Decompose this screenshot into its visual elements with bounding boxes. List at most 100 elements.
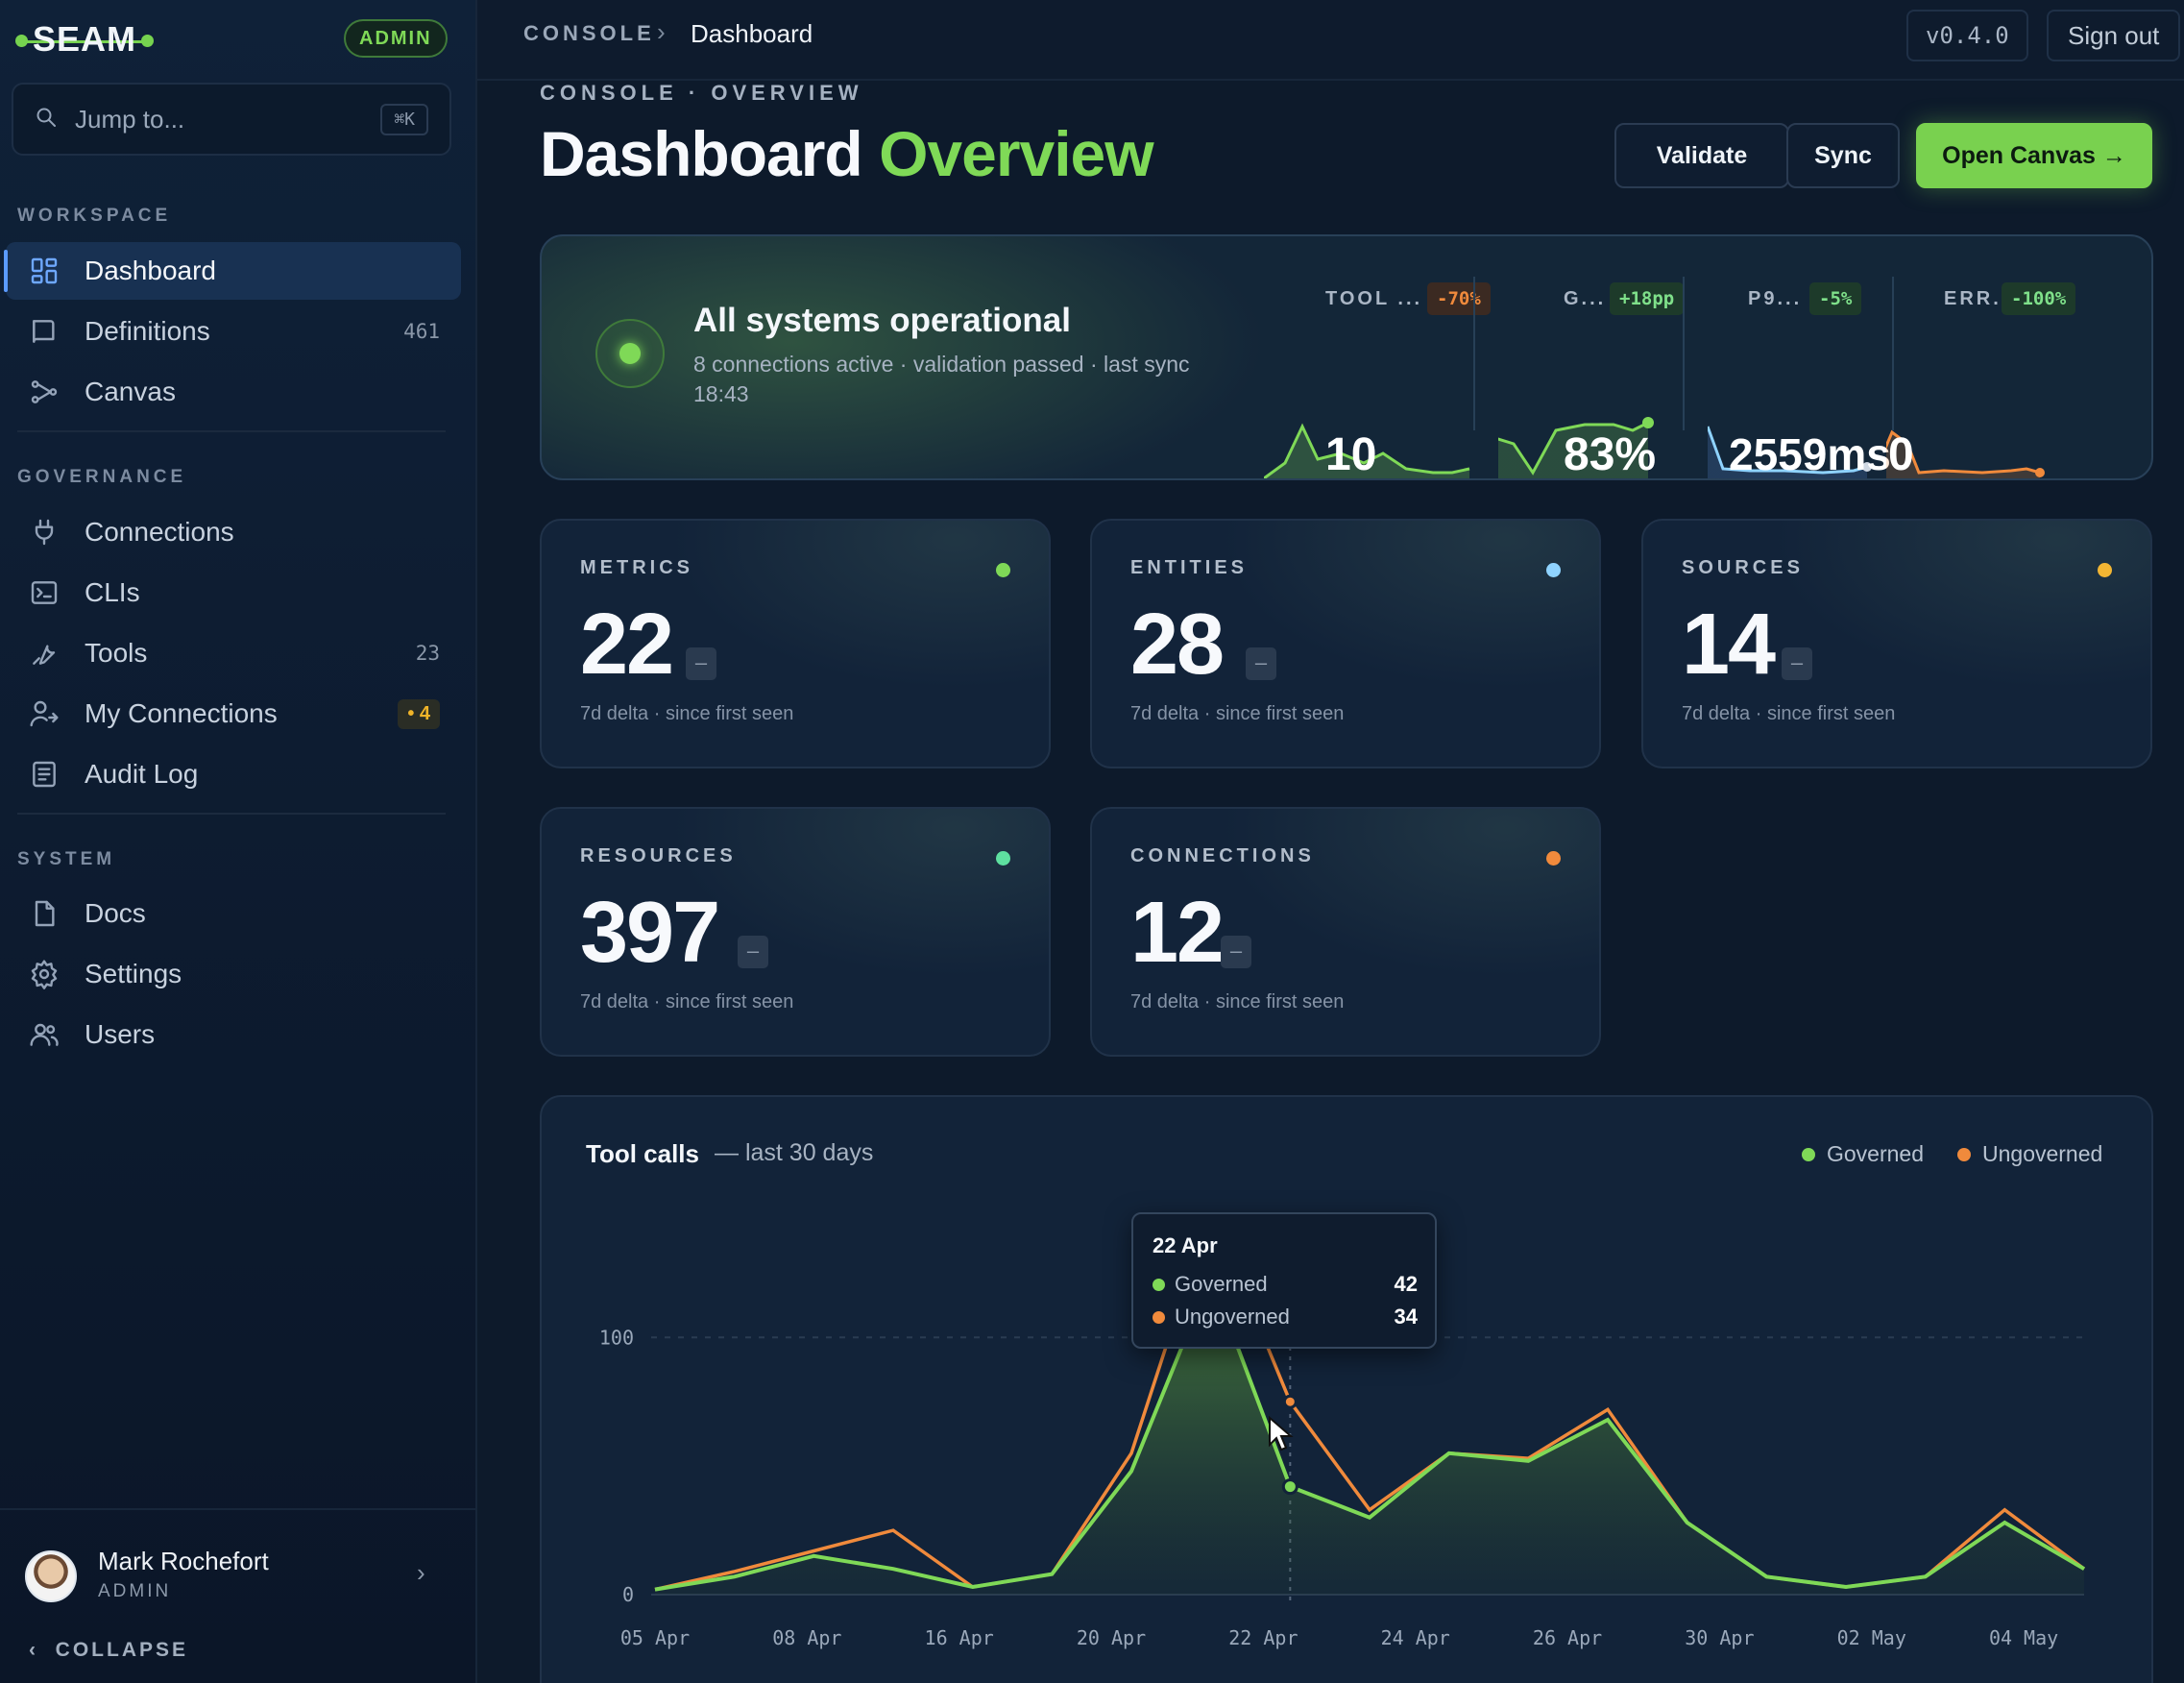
user-menu[interactable]: Mark Rochefort ADMIN › bbox=[0, 1508, 475, 1614]
chevron-left-icon: ‹ bbox=[29, 1639, 38, 1661]
kpi-divider bbox=[1473, 277, 1475, 430]
card-delta: – bbox=[1246, 647, 1276, 680]
card-value: 397 bbox=[580, 885, 720, 981]
section-label-governance: GOVERNANCE bbox=[17, 467, 187, 487]
metric-card-metrics[interactable]: METRICS 22 – 7d delta · since first seen bbox=[540, 519, 1051, 768]
sidebar-item-label: Dashboard bbox=[85, 256, 216, 285]
divider bbox=[17, 430, 446, 432]
breadcrumb-console[interactable]: CONSOLE bbox=[523, 21, 655, 45]
plot-area bbox=[654, 1232, 2086, 1595]
kpi-error-rate[interactable]: ERR... -100% 0 bbox=[1886, 275, 2094, 478]
tool-calls-chart[interactable]: 0 100 05 Apr 08 Apr 16 Apr 20 Apr 22 Apr 24 Apr… bbox=[542, 1097, 2155, 1683]
plug-icon bbox=[27, 515, 61, 549]
x-tick-label: 02 May bbox=[1837, 1626, 1906, 1649]
kpi-value: 2559ms bbox=[1729, 429, 1891, 479]
divider bbox=[17, 813, 446, 815]
brand[interactable]: SEAM bbox=[15, 15, 155, 63]
legend-swatch-governed bbox=[1802, 1147, 1815, 1161]
nodes-icon bbox=[27, 375, 61, 409]
card-status-dot bbox=[1546, 851, 1561, 866]
legend-ungoverned[interactable]: Ungoverned bbox=[1957, 1141, 2102, 1167]
x-tick-label: 20 Apr bbox=[1077, 1626, 1146, 1649]
kpi-delta: +18pp bbox=[1610, 282, 1685, 315]
open-canvas-button[interactable]: Open Canvas → bbox=[1916, 123, 2152, 188]
metric-card-resources[interactable]: RESOURCES 397 – 7d delta · since first s… bbox=[540, 807, 1051, 1057]
sidebar-item-label: Docs bbox=[85, 898, 146, 928]
kpi-label: TOOL ... bbox=[1325, 288, 1423, 309]
hover-point-governed bbox=[1281, 1478, 1298, 1496]
terminal-icon bbox=[27, 575, 61, 610]
sparkline-governed-share bbox=[1498, 417, 1654, 478]
grid-icon bbox=[27, 254, 61, 288]
sidebar-item-audit-log[interactable]: Audit Log bbox=[6, 745, 461, 803]
page-title-accent: Overview bbox=[879, 118, 1154, 189]
kpi-divider bbox=[1892, 277, 1894, 430]
user-role: ADMIN bbox=[98, 1581, 172, 1601]
card-delta: – bbox=[1221, 936, 1251, 968]
book-icon bbox=[27, 314, 61, 349]
sidebar-item-label: Audit Log bbox=[85, 759, 199, 789]
status-title: All systems operational bbox=[693, 302, 1071, 339]
sidebar-item-canvas[interactable]: Canvas bbox=[6, 363, 461, 421]
wrench-icon bbox=[27, 636, 61, 671]
sidebar-item-settings[interactable]: Settings bbox=[6, 945, 461, 1003]
sidebar-item-my-connections[interactable]: My Connections • 4 bbox=[6, 685, 461, 743]
sparkline-tool-calls bbox=[1264, 423, 1470, 478]
status-subtitle: 8 connections active · validation passed… bbox=[693, 352, 1190, 406]
collapse-label: COLLAPSE bbox=[55, 1639, 189, 1661]
page-title: Dashboard Overview bbox=[540, 117, 1154, 190]
kpi-governed-share[interactable]: G... +18pp 83% bbox=[1498, 275, 1706, 478]
kpi-p95-latency[interactable]: P9... -5% 2559ms bbox=[1708, 275, 1915, 478]
card-delta: – bbox=[686, 647, 716, 680]
page-eyebrow: CONSOLE · OVERVIEW bbox=[540, 81, 863, 105]
kpi-delta: -70% bbox=[1427, 282, 1491, 315]
version-badge: v0.4.0 bbox=[1906, 10, 2028, 61]
sync-button[interactable]: Sync bbox=[1786, 123, 1900, 188]
metric-card-entities[interactable]: ENTITIES 28 – 7d delta · since first see… bbox=[1090, 519, 1601, 768]
legend-governed[interactable]: Governed bbox=[1802, 1141, 1924, 1167]
collapse-button[interactable]: ‹ COLLAPSE bbox=[29, 1639, 188, 1662]
kpi-label: G... bbox=[1564, 288, 1607, 309]
sidebar-item-label: My Connections bbox=[85, 698, 278, 728]
card-delta: – bbox=[738, 936, 768, 968]
card-footnote: 7d delta · since first seen bbox=[1130, 703, 1345, 724]
card-footnote: 7d delta · since first seen bbox=[580, 703, 794, 724]
search-input[interactable]: Jump to... ⌘K bbox=[12, 83, 451, 156]
page-title-main: Dashboard bbox=[540, 118, 863, 189]
my-connections-badge: • 4 bbox=[398, 698, 440, 729]
card-value: 12 bbox=[1130, 885, 1225, 981]
sidebar-item-dashboard[interactable]: Dashboard bbox=[4, 242, 461, 300]
legend-swatch-ungoverned bbox=[1957, 1147, 1971, 1161]
list-icon bbox=[27, 757, 61, 792]
sidebar-item-docs[interactable]: Docs bbox=[6, 885, 461, 942]
x-tick-label: 05 Apr bbox=[620, 1626, 690, 1649]
section-label-workspace: WORKSPACE bbox=[17, 206, 172, 226]
kpi-tool-calls[interactable]: TOOL ... -70% 10 bbox=[1264, 275, 1491, 478]
sidebar-item-connections[interactable]: Connections bbox=[6, 503, 461, 561]
kpi-label: ERR... bbox=[1944, 288, 2018, 309]
validate-button[interactable]: Validate bbox=[1614, 123, 1789, 188]
kpi-value: 0 bbox=[1888, 429, 1914, 480]
sidebar-item-users[interactable]: Users bbox=[6, 1006, 461, 1063]
sidebar-item-clis[interactable]: CLIs bbox=[6, 564, 461, 622]
y-tick-label: 0 bbox=[622, 1583, 634, 1606]
search-icon bbox=[35, 106, 58, 134]
card-label: RESOURCES bbox=[580, 845, 737, 866]
breadcrumb-current: Dashboard bbox=[691, 19, 813, 48]
card-footnote: 7d delta · since first seen bbox=[580, 991, 794, 1012]
metric-card-sources[interactable]: SOURCES 14 – 7d delta · since first seen bbox=[1641, 519, 2152, 768]
file-icon bbox=[27, 896, 61, 931]
user-name: Mark Rochefort bbox=[98, 1547, 269, 1575]
card-delta: – bbox=[1782, 647, 1812, 680]
shortcut-hint: ⌘K bbox=[380, 103, 428, 135]
sign-out-button[interactable]: Sign out bbox=[2047, 10, 2181, 61]
metric-card-connections[interactable]: CONNECTIONS 12 – 7d delta · since first … bbox=[1090, 807, 1601, 1057]
gear-icon bbox=[27, 957, 61, 991]
kpi-label: P9... bbox=[1748, 288, 1803, 309]
x-tick-label: 26 Apr bbox=[1533, 1626, 1602, 1649]
sidebar-item-label: CLIs bbox=[85, 577, 140, 607]
tooltip-label: Ungoverned bbox=[1175, 1305, 1290, 1329]
sidebar-item-definitions[interactable]: Definitions 461 bbox=[6, 303, 461, 360]
sidebar-item-tools[interactable]: Tools 23 bbox=[6, 624, 461, 682]
section-label-system: SYSTEM bbox=[17, 849, 116, 869]
